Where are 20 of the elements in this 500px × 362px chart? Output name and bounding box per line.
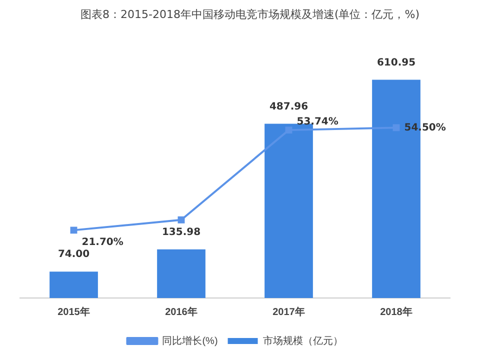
point: [392, 124, 400, 132]
bar: [50, 272, 98, 298]
point: [70, 226, 78, 234]
chart-title: 图表8：2015-2018年中国移动电竞市场规模及增速(单位：亿元，%): [80, 7, 420, 23]
x-tick-label: 2017年: [272, 306, 305, 318]
data-label: 74.00: [58, 249, 90, 260]
data-label: 610.95: [376, 57, 416, 68]
x-tick-label: 2015年: [58, 306, 90, 318]
point: [285, 126, 292, 134]
x-tick-label: 2016年: [165, 306, 198, 318]
bar: [264, 124, 313, 298]
data-label: 135.98: [162, 227, 201, 238]
x-tick-label: 2018年: [380, 306, 412, 318]
data-label: 21.70%: [82, 236, 124, 248]
data-label: 53.74%: [296, 116, 338, 128]
bar: [157, 249, 206, 298]
legend-label: 同比增长(%): [162, 334, 218, 347]
point: [178, 216, 185, 224]
data-label: 487.96: [269, 101, 308, 112]
legend-label: 市场规模（亿元）: [262, 334, 343, 347]
